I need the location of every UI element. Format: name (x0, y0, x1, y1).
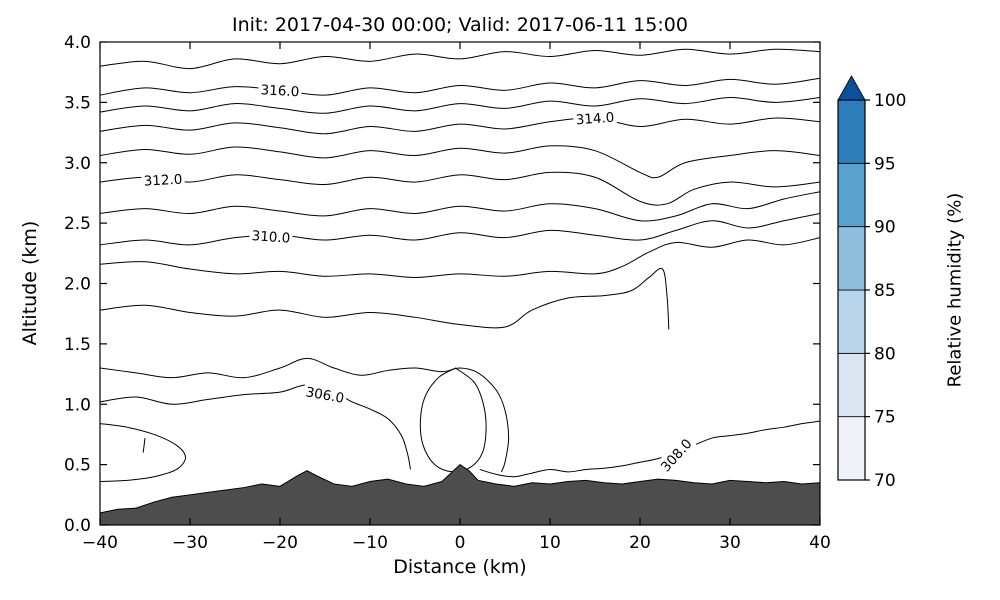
contour-label-mask (302, 381, 348, 407)
contour-label-text: 310.0 (251, 228, 291, 247)
contour-line-311 (100, 191, 820, 222)
colorbar-segment (837, 289, 866, 354)
colorbar-segment (837, 99, 866, 164)
contour-label-306.0: 306.0 (302, 381, 348, 407)
x-tick-label: −30 (172, 533, 208, 553)
contour-line-315 (100, 97, 820, 114)
contour-line-312 (100, 171, 820, 206)
contour-label-314.0: 314.0 (572, 107, 618, 129)
y-tick-label: 3.0 (64, 154, 91, 174)
colorbar-tick-label: 85 (874, 281, 896, 301)
colorbar-tick-label: 100 (874, 91, 906, 111)
contour-label-text: 306.0 (304, 384, 345, 406)
contour-line-310 (100, 212, 820, 246)
colorbar-tick-label: 80 (874, 344, 896, 364)
colorbar-segment (837, 416, 866, 481)
colorbar-segment (837, 162, 866, 228)
contour-line-306 (419, 367, 487, 473)
y-tick-label: 1.0 (64, 395, 91, 415)
contour-label-text: 316.0 (260, 82, 299, 100)
colorbar: 70 75 80 85 90 95 100 (837, 75, 906, 491)
contour-label-text: 314.0 (575, 110, 615, 129)
y-tick-label: 1.5 (64, 335, 91, 355)
contour-line-305 (142, 437, 146, 453)
x-tick-label: 20 (629, 533, 651, 553)
colorbar-extend-arrow (837, 75, 866, 101)
contour-label-308.0: 308.0 (654, 432, 697, 477)
contour-label-text: 312.0 (143, 172, 182, 190)
y-tick-label: 4.0 (64, 33, 91, 53)
contour-line-313 (100, 145, 820, 179)
plot-area: 316.0 314.0 312.0 310.0 306.0 308.0 (100, 48, 820, 525)
contour-label-310.0: 310.0 (248, 225, 294, 247)
x-tick-label: 10 (539, 533, 561, 553)
contour-line-309 (100, 237, 820, 278)
plot-title: Init: 2017-04-30 00:00; Valid: 2017-06-1… (232, 14, 688, 36)
x-tick-label: −10 (352, 533, 388, 553)
y-tick-label: 2.5 (64, 214, 91, 234)
colorbar-tick-label: 95 (874, 154, 896, 174)
x-tick-label: −20 (262, 533, 298, 553)
contour-label-mask (141, 169, 185, 189)
colorbar-segment (837, 352, 866, 418)
contour-line-314 (100, 117, 820, 135)
contour-line-306 (100, 384, 411, 470)
contour-line-305 (100, 423, 187, 483)
axes-frame (99, 41, 821, 526)
x-tick-label: 30 (719, 533, 741, 553)
colorbar-tick-label: 70 (874, 471, 896, 491)
x-tick-label: 0 (455, 533, 466, 553)
contour-line-308 (479, 420, 820, 478)
contour-line-316 (100, 77, 820, 96)
contour-label-mask (572, 107, 618, 128)
contour-label-mask (248, 225, 294, 246)
y-tick-label: 2.0 (64, 275, 91, 295)
x-tick-label: 40 (809, 533, 831, 553)
colorbar-tick-label: 90 (874, 218, 896, 238)
contour-label-316.0: 316.0 (258, 80, 302, 100)
contour-line-308 (100, 267, 670, 330)
contour-label-mask (654, 432, 697, 477)
contour-label-mask (258, 80, 302, 100)
x-tick-label: −40 (82, 533, 118, 553)
y-tick-label: 0.0 (64, 516, 91, 536)
contour-label-312.0: 312.0 (141, 169, 185, 190)
x-axis-label: Distance (km) (393, 556, 527, 578)
contour-line-307 (100, 357, 510, 473)
terrain (100, 463, 820, 525)
contour-line-317 (100, 48, 820, 70)
y-tick-label: 3.5 (64, 93, 91, 113)
colorbar-segment (837, 226, 866, 291)
colorbar-tick-label: 75 (874, 408, 896, 428)
y-tick-label: 0.5 (64, 456, 91, 476)
